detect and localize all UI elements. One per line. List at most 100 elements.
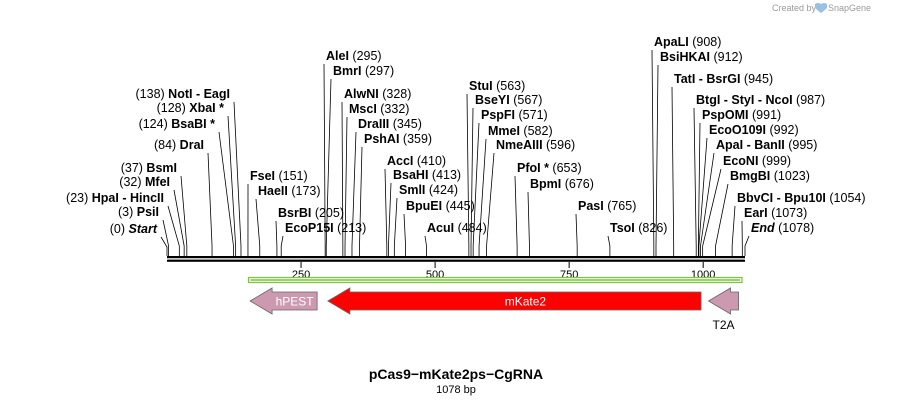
site-line (575, 213, 578, 256)
site-name: NcoI (765, 93, 792, 107)
site-bseyi[interactable]: BseYI (567) (475, 93, 542, 107)
site-name: PfoI * (517, 161, 549, 175)
feature-t2a[interactable]: T2A (707, 287, 739, 332)
site-bsabi-[interactable]: (124) BsaBI * (139, 117, 216, 131)
site-alwni[interactable]: AlwNI (328) (344, 87, 411, 101)
site-bsahi[interactable]: BsaHI (413) (393, 168, 461, 182)
site-position: (945) (740, 72, 773, 86)
site-bpuei[interactable]: BpuEI (445) (406, 199, 475, 213)
feature-arrow[interactable] (707, 287, 739, 315)
site-ecoo109i[interactable]: EcoO109I (992) (709, 123, 799, 137)
site-line (478, 138, 487, 256)
site-line (393, 197, 398, 256)
site-msci[interactable]: MscI (332) (349, 102, 409, 116)
feature-label: hPEST (276, 295, 315, 309)
site-acui[interactable]: AcuI (484) (427, 221, 487, 235)
site-name: StyI (731, 93, 754, 107)
site-label: PshAI (359) (364, 132, 432, 146)
backbone-bottom-strand (167, 259, 745, 262)
site-alei[interactable]: AleI (295) (326, 49, 382, 63)
site-mmei[interactable]: MmeI (582) (488, 124, 553, 138)
site-nmeaiii[interactable]: NmeAIII (596) (496, 138, 575, 152)
site-name: MfeI (145, 175, 170, 189)
site-end[interactable]: End (1078) (751, 221, 814, 235)
site-fsei[interactable]: FseI (151) (250, 169, 308, 183)
site-mfei[interactable]: (32) MfeI (119, 175, 170, 189)
site-name: PasI (578, 199, 604, 213)
site-pasi[interactable]: PasI (765) (578, 199, 636, 213)
site-line (702, 168, 722, 256)
site-position: (23) (66, 191, 92, 205)
site-econi[interactable]: EcoNI (999) (723, 154, 791, 168)
site-position: (173) (288, 184, 321, 198)
site-name: BsaHI (393, 168, 428, 182)
site-name: FseI (250, 169, 275, 183)
site-stui[interactable]: StuI (563) (469, 79, 525, 93)
feature-mkate2[interactable]: mKate2 (327, 287, 702, 315)
site-tsoi[interactable]: TsoI (826) (610, 221, 667, 235)
site-position: (484) (454, 221, 487, 235)
site-ecop15i[interactable]: EcoP15I (213) (285, 221, 366, 235)
site-tati[interactable]: TatI - BsrGI (945) (674, 72, 773, 86)
site-bsihkai[interactable]: BsiHKAI (912) (660, 50, 743, 64)
site-apali[interactable]: ApaLI (908) (654, 35, 721, 49)
restriction-site-lines (160, 49, 750, 256)
site-xbai-[interactable]: (128) XbaI * (157, 101, 225, 115)
site-drai[interactable]: (84) DraI (154, 138, 204, 152)
site-apai[interactable]: ApaI - BanII (995) (716, 138, 817, 152)
site-name: SmlI (399, 183, 425, 197)
site-label: BsrBI (205) (278, 206, 344, 220)
feature-label: T2A (713, 318, 735, 332)
site-name: BpuEI (406, 199, 442, 213)
site-position: (987) (793, 93, 826, 107)
site-label: ApaLI (908) (654, 35, 721, 49)
site-position: (571) (515, 108, 548, 122)
site-position: (295) (349, 49, 382, 63)
site-position: (151) (275, 169, 308, 183)
site-bbvci[interactable]: BbvCI - Bpu10I (1054) (737, 191, 866, 205)
site-acci[interactable]: AccI (410) (387, 154, 446, 168)
site-noti[interactable]: (138) NotI - EagI (136, 87, 230, 101)
site-name: MscI (349, 102, 377, 116)
site-smli[interactable]: SmlI (424) (399, 183, 458, 197)
feature-arrow[interactable] (327, 287, 702, 315)
site-name: BmrI (333, 64, 361, 78)
site-line (527, 191, 530, 256)
site-hpai[interactable]: (23) HpaI - HincII (66, 191, 164, 205)
site-haeii[interactable]: HaeII (173) (258, 184, 321, 198)
site-pfoi-[interactable]: PfoI * (653) (517, 161, 582, 175)
site-position: (765) (604, 199, 637, 213)
site-bpmi[interactable]: BpmI (676) (530, 177, 594, 191)
orf-arrow[interactable] (247, 276, 743, 284)
site-label: AcuI (484) (427, 221, 487, 235)
site-draiii[interactable]: DraIII (345) (358, 117, 422, 131)
site-pshai[interactable]: PshAI (359) (364, 132, 432, 146)
site-name: BtgI (696, 93, 720, 107)
site-name: EcoP15I (285, 221, 334, 235)
feature-hpest[interactable]: hPEST (249, 287, 318, 315)
site-line (671, 86, 675, 256)
site-name: HaeII (258, 184, 288, 198)
site-line (693, 107, 697, 256)
site-bsrbi[interactable]: BsrBI (205) (278, 206, 344, 220)
construct-length: 1078 bp (436, 384, 476, 396)
site-line (697, 122, 701, 256)
site-line (384, 168, 388, 256)
site-position: (826) (635, 221, 668, 235)
site-eari[interactable]: EarI (1073) (744, 206, 807, 220)
site-name: BbvCI (737, 191, 773, 205)
site-line (351, 131, 357, 256)
site-bmri[interactable]: BmrI (297) (333, 64, 394, 78)
site-label: PfoI * (653) (517, 161, 582, 175)
site-psii[interactable]: (3) PsiI (118, 205, 159, 219)
site-name: EcoNI (723, 154, 758, 168)
site-bmgbi[interactable]: BmgBI (1023) (730, 169, 810, 183)
site-start[interactable]: (0) Start (110, 222, 158, 236)
site-pspfi[interactable]: PspFI (571) (481, 108, 548, 122)
site-pspomi[interactable]: PspOMI (991) (702, 108, 781, 122)
site-label: EcoO109I (992) (709, 123, 799, 137)
site-bsmi[interactable]: (37) BsmI (121, 161, 177, 175)
feature-arrow[interactable] (249, 287, 318, 315)
site-name: MmeI (488, 124, 520, 138)
site-btgi[interactable]: BtgI - StyI - NcoI (987) (696, 93, 825, 107)
